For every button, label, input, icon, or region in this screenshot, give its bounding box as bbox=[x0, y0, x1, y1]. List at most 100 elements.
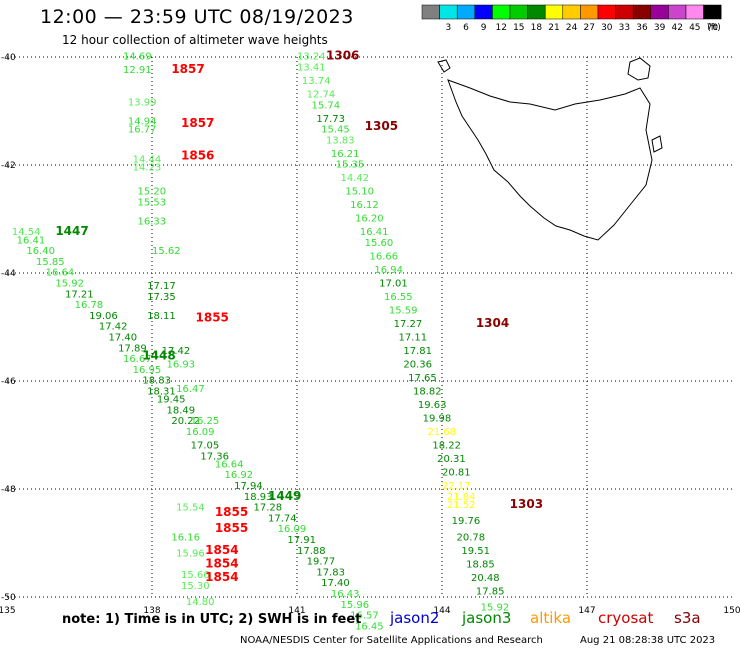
legend-swatch bbox=[562, 4, 581, 20]
legend-swatch bbox=[544, 4, 564, 20]
wave-height-value: 17.94 bbox=[234, 481, 263, 492]
wave-height-value: 17.21 bbox=[65, 289, 94, 300]
wave-height-value: 20.22 bbox=[171, 416, 200, 427]
legend-swatch bbox=[456, 4, 476, 20]
lon-tick-label: 138 bbox=[143, 606, 160, 616]
wave-height-value: 17.85 bbox=[476, 586, 505, 597]
pass-time-label: 1855 bbox=[215, 521, 248, 535]
satellite-s3a: s3a bbox=[674, 609, 701, 627]
legend-bin-label: 33 bbox=[619, 23, 630, 33]
lon-tick-label: 135 bbox=[0, 606, 16, 616]
wave-height-value: 17.88 bbox=[297, 546, 326, 557]
lat-tick-label: -50 bbox=[1, 593, 16, 603]
wave-height-value: 17.91 bbox=[287, 535, 316, 546]
pass-time-label: 1303 bbox=[510, 497, 543, 511]
generated-timestamp: Aug 21 08:28:38 UTC 2023 bbox=[580, 635, 716, 646]
wave-height-value: 16.41 bbox=[360, 227, 389, 238]
satellite-jason3: jason3 bbox=[462, 609, 512, 627]
legend-bin-label: 15 bbox=[513, 23, 524, 33]
legend-swatch bbox=[632, 4, 652, 20]
wave-height-value: 16.33 bbox=[138, 216, 167, 227]
pass-time-label: 1855 bbox=[215, 505, 248, 519]
wave-height-value: 16.21 bbox=[331, 149, 360, 160]
color-legend: 3 6 9 12 15 18 21 24 27 30 33 36 39 42 45 70(ft) bbox=[421, 4, 722, 33]
wave-height-value: 15.92 bbox=[55, 279, 84, 290]
wave-height-value: 16.67 bbox=[123, 354, 152, 365]
wave-height-value: 12.74 bbox=[307, 90, 336, 101]
lon-tick-label: 147 bbox=[578, 606, 595, 616]
credit-line: NOAA/NESDIS Center for Satellite Applica… bbox=[240, 635, 543, 646]
legend-bin-label: 12 bbox=[495, 23, 506, 33]
legend-swatch bbox=[650, 4, 669, 20]
wave-height-value: 15.92 bbox=[481, 603, 510, 614]
lon-tick-label: 150 bbox=[723, 606, 740, 616]
pass-time-label: 1448 bbox=[142, 348, 175, 362]
wave-height-value: 17.42 bbox=[162, 346, 191, 357]
wave-height-value: 14.69 bbox=[123, 52, 152, 63]
wave-height-value: 18.83 bbox=[142, 376, 171, 387]
pass-time-label: 1449 bbox=[268, 489, 301, 503]
wave-height-value: 16.43 bbox=[331, 589, 360, 600]
wave-height-value: 15.45 bbox=[321, 125, 350, 136]
wave-height-value: 16.77 bbox=[128, 125, 157, 136]
legend-bin-label: 36 bbox=[636, 23, 648, 33]
wave-height-value: 16.40 bbox=[26, 246, 55, 257]
pass-time-label: 1305 bbox=[365, 119, 398, 133]
pass-time-label: 1854 bbox=[205, 556, 238, 570]
legend-bin-label: 6 bbox=[463, 23, 469, 33]
wave-height-value: 16.12 bbox=[350, 200, 379, 211]
legend-bin-label: 42 bbox=[671, 23, 682, 33]
wave-height-value: 17.65 bbox=[408, 373, 437, 384]
wave-height-value: 15.10 bbox=[345, 187, 374, 198]
wave-height-value: 17.81 bbox=[403, 346, 432, 357]
legend-bin-label: 3 bbox=[446, 23, 452, 33]
footer-note: note: 1) Time is in UTC; 2) SWH is in fe… bbox=[62, 612, 362, 627]
legend-bin-label: 45 bbox=[689, 23, 700, 33]
wave-height-value: 16.95 bbox=[133, 365, 162, 376]
legend-swatch bbox=[439, 4, 458, 20]
wave-height-value: 17.11 bbox=[399, 333, 428, 344]
pass-time-label: 1306 bbox=[326, 49, 359, 63]
wave-height-value: 14.80 bbox=[186, 597, 215, 608]
legend-bin-label: 30 bbox=[601, 23, 613, 33]
lat-tick-label: -46 bbox=[1, 377, 16, 387]
wave-height-value: 15.62 bbox=[152, 246, 181, 257]
wave-height-value: 17.28 bbox=[254, 503, 283, 514]
wave-height-value: 20.81 bbox=[442, 468, 471, 479]
wave-height-value: 16.57 bbox=[350, 611, 379, 622]
legend-swatch bbox=[421, 4, 440, 20]
wave-height-value: 15.20 bbox=[138, 187, 167, 198]
wave-height-value: 21.68 bbox=[428, 427, 457, 438]
wave-height-value: 19.76 bbox=[452, 516, 481, 527]
wave-height-value: 16.78 bbox=[75, 300, 104, 311]
legend-swatch bbox=[492, 4, 511, 20]
wave-height-value: 16.25 bbox=[191, 416, 220, 427]
wave-height-value: 17.83 bbox=[316, 567, 345, 578]
wave-height-value: 16.64 bbox=[215, 459, 244, 470]
legend-swatch bbox=[474, 4, 493, 20]
legend-swatch bbox=[615, 4, 634, 20]
wave-height-value: 15.54 bbox=[176, 503, 205, 514]
lon-tick-label: 144 bbox=[433, 606, 450, 616]
wave-height-value: 17.27 bbox=[394, 319, 423, 330]
wave-height-value: 20.48 bbox=[471, 573, 500, 584]
legend-swatch bbox=[580, 4, 599, 20]
wave-height-value: 19.06 bbox=[89, 311, 118, 322]
page-title: 12:00 — 23:59 UTC 08/19/2023 bbox=[40, 6, 354, 28]
wave-height-value: 20.31 bbox=[437, 454, 466, 465]
satellite-altika: altika bbox=[530, 609, 572, 627]
pass-time-label: 1854 bbox=[205, 570, 238, 584]
legend-bin-label: 27 bbox=[583, 23, 594, 33]
legend-bin-label: 21 bbox=[548, 23, 559, 33]
wave-height-value: 19.51 bbox=[461, 546, 490, 557]
wave-height-value: 16.20 bbox=[355, 214, 384, 225]
legend-swatch bbox=[527, 4, 546, 20]
wave-height-value: 16.45 bbox=[355, 621, 384, 632]
wave-height-value: 20.36 bbox=[403, 360, 432, 371]
pass-time-label: 1447 bbox=[55, 224, 88, 238]
wave-height-value: 14.94 bbox=[128, 117, 157, 128]
wave-height-value: 15.96 bbox=[341, 600, 370, 611]
wave-height-value: 15.66 bbox=[181, 570, 210, 581]
